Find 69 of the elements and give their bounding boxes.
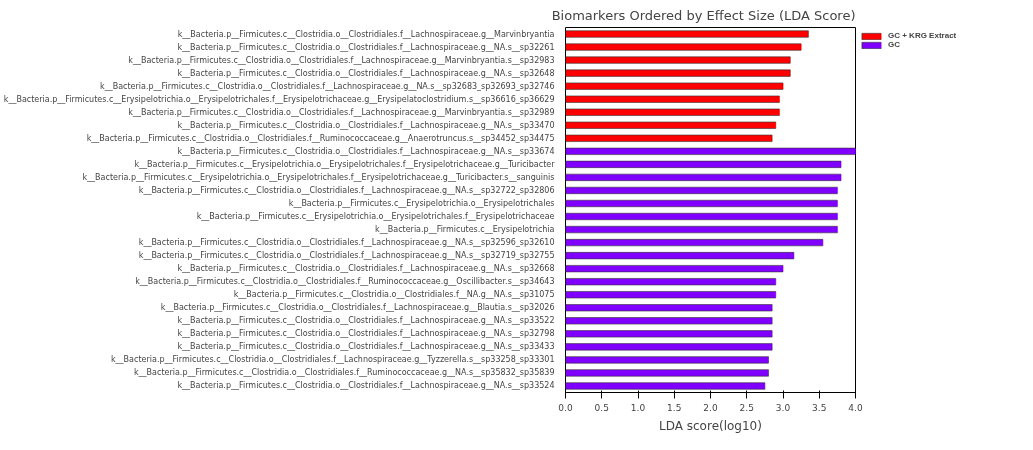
y-tick-label: k__Bacteria.p__Firmicutes.c__Clostridia.o__Clostridiales.f__Ruminococcaceae.g__NA.s__sp35832_sp35839	[133, 368, 555, 378]
bar	[565, 82, 784, 90]
y-tick-label: k__Bacteria.p__Firmicutes.c__Erysipelotrichia	[375, 225, 555, 235]
y-tick-label: k__Bacteria.p__Firmicutes.c__Clostridia.o__Clostridiales.f__Lachnospiraceae.g__NA.s__sp32798	[177, 329, 555, 339]
y-tick-label: k__Bacteria.p__Firmicutes.c__Clostridia.o__Clostridiales.f__Lachnospiraceae.g__NA.s__sp32722_sp32806	[138, 185, 555, 195]
y-tick-label: k__Bacteria.p__Firmicutes.c__Erysipelotrichia.o__Erysipelotrichales.f__Erysipelotrichaceae.g__Turicibacter	[134, 159, 556, 169]
bar	[565, 343, 773, 351]
x-tick-label: 3.0	[775, 402, 791, 413]
bar	[565, 56, 791, 64]
x-tick-label: 0.0	[558, 402, 573, 413]
bar	[565, 212, 838, 221]
y-tick-label: k__Bacteria.p__Firmicutes.c__Clostridia.o__Clostridiales.f__Lachnospiraceae.g__NA.s__sp33433	[177, 342, 555, 352]
bar	[565, 252, 795, 260]
legend-label: GC + KRG Extract	[888, 31, 957, 40]
x-tick-label: 0.5	[594, 402, 609, 413]
bar	[565, 356, 769, 364]
y-tick-label: k__Bacteria.p__Firmicutes.c__Clostridia.o__Clostridiales.f__Lachnospiraceae.g__Marvinbryantia.s__sp32983	[128, 55, 555, 65]
x-axis-title: LDA score(log10)	[659, 418, 762, 433]
bar	[565, 239, 824, 247]
y-tick-label: k__Bacteria.p__Firmicutes.c__Clostridia.o__Clostridiales.f__Lachnospiraceae.g__NA.s__sp33524	[177, 381, 555, 391]
y-tick-label: k__Bacteria.p__Firmicutes.c__Clostridia.o__Clostridiales.f__Ruminococcaceae.g__Anaerotruncus.s__sp34452_sp34475	[86, 133, 555, 143]
y-tick-label: k__Bacteria.p__Firmicutes.c__Clostridia.o__Clostridiales.f__Lachnospiraceae.g__NA.s__sp32668	[177, 264, 555, 274]
y-tick-label: k__Bacteria.p__Firmicutes.c__Clostridia.o__Clostridiales.f__Lachnospiraceae.g__Blautia.s__sp32026	[160, 303, 555, 313]
y-tick-label: k__Bacteria.p__Firmicutes.c__Clostridia.o__Clostridiales.f__Lachnospiraceae.g__NA.s__sp32683_sp32693_sp32746	[100, 81, 555, 91]
x-tick-label: 2.5	[739, 402, 754, 413]
x-tick-label: 3.5	[812, 402, 827, 413]
bar	[565, 225, 838, 234]
y-tick-label: k__Bacteria.p__Firmicutes.c__Clostridia.o__Clostridiales.f__Lachnospiraceae.g__NA.s__sp33674	[177, 146, 555, 156]
bar	[565, 95, 780, 103]
bar	[565, 265, 784, 273]
bar	[565, 147, 856, 155]
bar	[565, 69, 791, 77]
y-tick-label: k__Bacteria.p__Firmicutes.c__Erysipelotrichia.o__Erysipelotrichales	[288, 198, 555, 208]
bar	[565, 330, 773, 338]
y-tick-label: k__Bacteria.p__Firmicutes.c__Clostridia.o__Clostridiales.f__Lachnospiraceae.g__NA.s__sp32719_sp32755	[138, 251, 555, 261]
x-tick-label: 1.5	[667, 402, 682, 413]
bar	[565, 160, 842, 168]
y-tick-label: k__Bacteria.p__Firmicutes.c__Clostridia.o__Clostridiales.f__Lachnospiraceae.g__NA.s__sp33522	[177, 316, 555, 326]
bar	[565, 317, 773, 325]
y-tick-label: k__Bacteria.p__Firmicutes.c__Erysipelotrichia.o__Erysipelotrichales.f__Erysipelotrichaceae.g__Erysipelatoclostridium.s__sp36616_sp36629	[3, 94, 555, 104]
y-tick-label: k__Bacteria.p__Firmicutes.c__Clostridia.o__Clostridiales.f__Lachnospiraceae.g__Marvinbryantia	[177, 29, 555, 39]
bar	[565, 382, 766, 390]
bar	[565, 304, 773, 312]
y-tick-label: k__Bacteria.p__Firmicutes.c__Erysipelotrichia.o__Erysipelotrichales.f__Erysipelotrichaceae	[196, 212, 555, 222]
bar	[565, 134, 773, 142]
y-tick-label: k__Bacteria.p__Firmicutes.c__Clostridia.o__Clostridiales.f__Lachnospiraceae.g__Tyzzerella.s__sp33258_sp33301	[110, 355, 555, 365]
y-tick-label: k__Bacteria.p__Firmicutes.c__Clostridia.o__Clostridiales.f__Lachnospiraceae.g__NA.s__sp33470	[177, 120, 555, 130]
bar	[565, 121, 777, 129]
bar	[565, 278, 777, 286]
y-tick-label: k__Bacteria.p__Firmicutes.c__Clostridia.o__Clostridiales.f__Lachnospiraceae.g__NA.s__sp32648	[177, 68, 555, 78]
bar	[565, 291, 777, 299]
y-tick-label: k__Bacteria.p__Firmicutes.c__Clostridia.o__Clostridiales.f__NA.g__NA.s__sp31075	[233, 290, 555, 300]
legend-label: GC	[888, 40, 901, 49]
y-tick-label: k__Bacteria.p__Firmicutes.c__Clostridia.o__Clostridiales.f__Lachnospiraceae.g__NA.s__sp32596_sp32610	[138, 238, 555, 248]
bar	[565, 108, 780, 116]
bar	[565, 43, 802, 51]
bar	[565, 173, 842, 181]
x-tick-label: 1.0	[630, 402, 646, 413]
x-tick-label: 4.0	[848, 402, 863, 413]
y-tick-label: k__Bacteria.p__Firmicutes.c__Clostridia.o__Clostridiales.f__Ruminococcaceae.g__Oscillibacter.s__sp34643	[135, 277, 555, 287]
chart-title: Biomarkers Ordered by Effect Size (LDA Score)	[551, 7, 856, 23]
bar	[565, 199, 838, 208]
y-tick-label: k__Bacteria.p__Firmicutes.c__Clostridia.o__Clostridiales.f__Lachnospiraceae.g__NA.s__sp32261	[177, 42, 555, 52]
y-tick-label: k__Bacteria.p__Firmicutes.c__Clostridia.o__Clostridiales.f__Lachnospiraceae.g__Marvinbryantia.s__sp32989	[128, 107, 555, 117]
bar	[565, 186, 838, 195]
y-tick-label: k__Bacteria.p__Firmicutes.c__Erysipelotrichia.o__Erysipelotrichales.f__Erysipelotrichaceae.g__Turicibacter.s__sanguinis	[82, 172, 555, 182]
bar	[565, 369, 769, 377]
bar	[565, 30, 809, 38]
x-tick-label: 2.0	[703, 402, 718, 413]
